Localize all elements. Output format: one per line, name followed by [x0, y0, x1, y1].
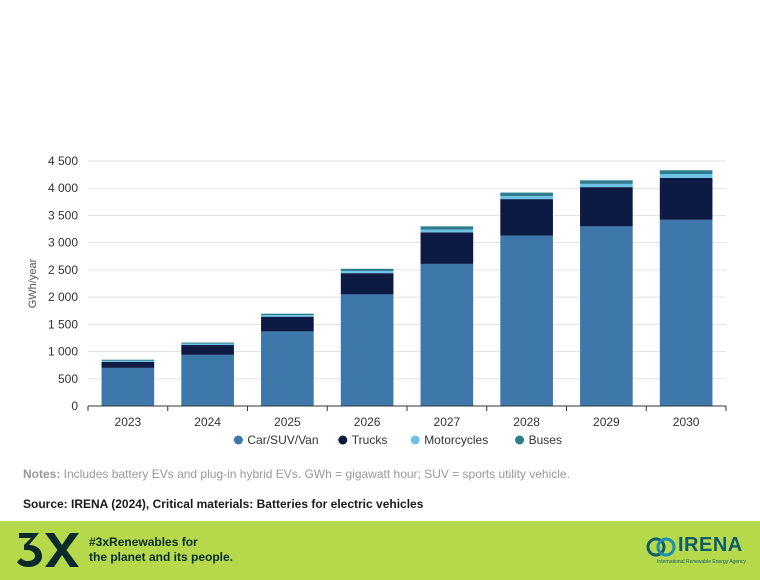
legend-marker	[233, 435, 243, 445]
bar-segment	[340, 270, 394, 274]
bar-segment	[181, 342, 234, 344]
y-tick-label: 500	[58, 372, 78, 386]
bar-segment	[181, 354, 234, 406]
bar-segment	[261, 315, 314, 317]
x-tick-label: 2029	[593, 415, 620, 429]
y-tick-label: 2 500	[48, 263, 78, 277]
bar-segment	[659, 219, 713, 406]
bar-segment	[659, 174, 713, 178]
bar-segment	[261, 313, 314, 316]
legend-label: Trucks	[352, 433, 388, 447]
bar-segment	[101, 359, 155, 361]
y-tick-label: 2 000	[48, 290, 78, 304]
irena-logo: IRENA International Renewable Energy Age…	[646, 534, 746, 570]
bar-segment	[101, 361, 155, 368]
bar-segment	[420, 232, 474, 264]
3x-logo-icon	[17, 533, 79, 567]
legend-marker	[338, 435, 348, 445]
irena-full-name: International Renewable Energy Agency	[657, 559, 746, 565]
x-tick-label: 2025	[274, 415, 301, 429]
bar-segment	[340, 294, 394, 406]
y-axis-title: GWh/year	[27, 258, 39, 308]
bar-segment	[420, 229, 474, 233]
y-tick-label: 3 500	[48, 208, 78, 222]
bar-segment	[181, 345, 234, 355]
bar-segment	[101, 360, 155, 362]
x-tick-label: 2024	[194, 415, 221, 429]
bar-segment	[261, 331, 314, 406]
bar-segment	[500, 196, 553, 200]
3x-logo: 3X	[15, 529, 81, 569]
bar-segment	[101, 367, 155, 406]
bar-segment	[181, 343, 234, 346]
legend-label: Buses	[529, 433, 562, 447]
bar-segment	[659, 170, 713, 175]
legend-marker	[515, 435, 525, 445]
y-tick-label: 4 000	[48, 181, 78, 195]
chart-source: Source: IRENA (2024), Critical materials…	[23, 497, 424, 511]
irena-wordmark: IRENA	[678, 534, 743, 556]
bar-segment	[340, 273, 394, 295]
bar-segment	[659, 177, 713, 220]
bar-segment	[340, 268, 394, 271]
bar-segment	[261, 316, 314, 332]
legend-label: Car/SUV/Van	[247, 433, 318, 447]
notes-label: Notes:	[23, 467, 61, 481]
legend-label: Motorcycles	[424, 433, 488, 447]
y-tick-label: 3 000	[48, 236, 78, 250]
bar-segment	[580, 187, 633, 227]
bar-segment	[580, 183, 633, 188]
x-tick-label: 2030	[673, 415, 700, 429]
x-tick-label: 2028	[513, 415, 540, 429]
x-tick-label: 2027	[434, 415, 461, 429]
x-tick-label: 2023	[115, 415, 142, 429]
bar-segment	[580, 180, 633, 184]
legend-marker	[410, 435, 420, 445]
footer-tagline: #3xRenewables for the planet and its peo…	[89, 535, 233, 565]
bar-segment	[500, 235, 553, 406]
notes-text: Includes battery EVs and plug-in hybrid …	[60, 467, 570, 481]
bar-segment	[500, 199, 553, 236]
irena-logo-icon	[646, 537, 676, 557]
bar-segment	[500, 192, 553, 197]
bar-segment	[580, 226, 633, 406]
chart-notes: Notes: Includes battery EVs and plug-in …	[23, 467, 743, 481]
x-tick-label: 2026	[354, 415, 381, 429]
y-tick-label: 0	[71, 399, 78, 413]
chart: 0 500 1 000 1 500 2 000 2 500 3 000 3 500 4 000 4…	[27, 154, 727, 447]
y-tick-label: 1 000	[48, 345, 78, 359]
tagline-line-2: the planet and its people.	[89, 550, 234, 564]
y-tick-label: 4 500	[48, 154, 78, 168]
bar-segment	[420, 263, 474, 406]
y-tick-label: 1 500	[48, 317, 78, 331]
footer-banner: 3X #3xRenewables for the planet and its …	[0, 521, 760, 580]
tagline-line-1: #3xRenewables for	[89, 535, 198, 549]
bar-segment	[420, 226, 474, 230]
